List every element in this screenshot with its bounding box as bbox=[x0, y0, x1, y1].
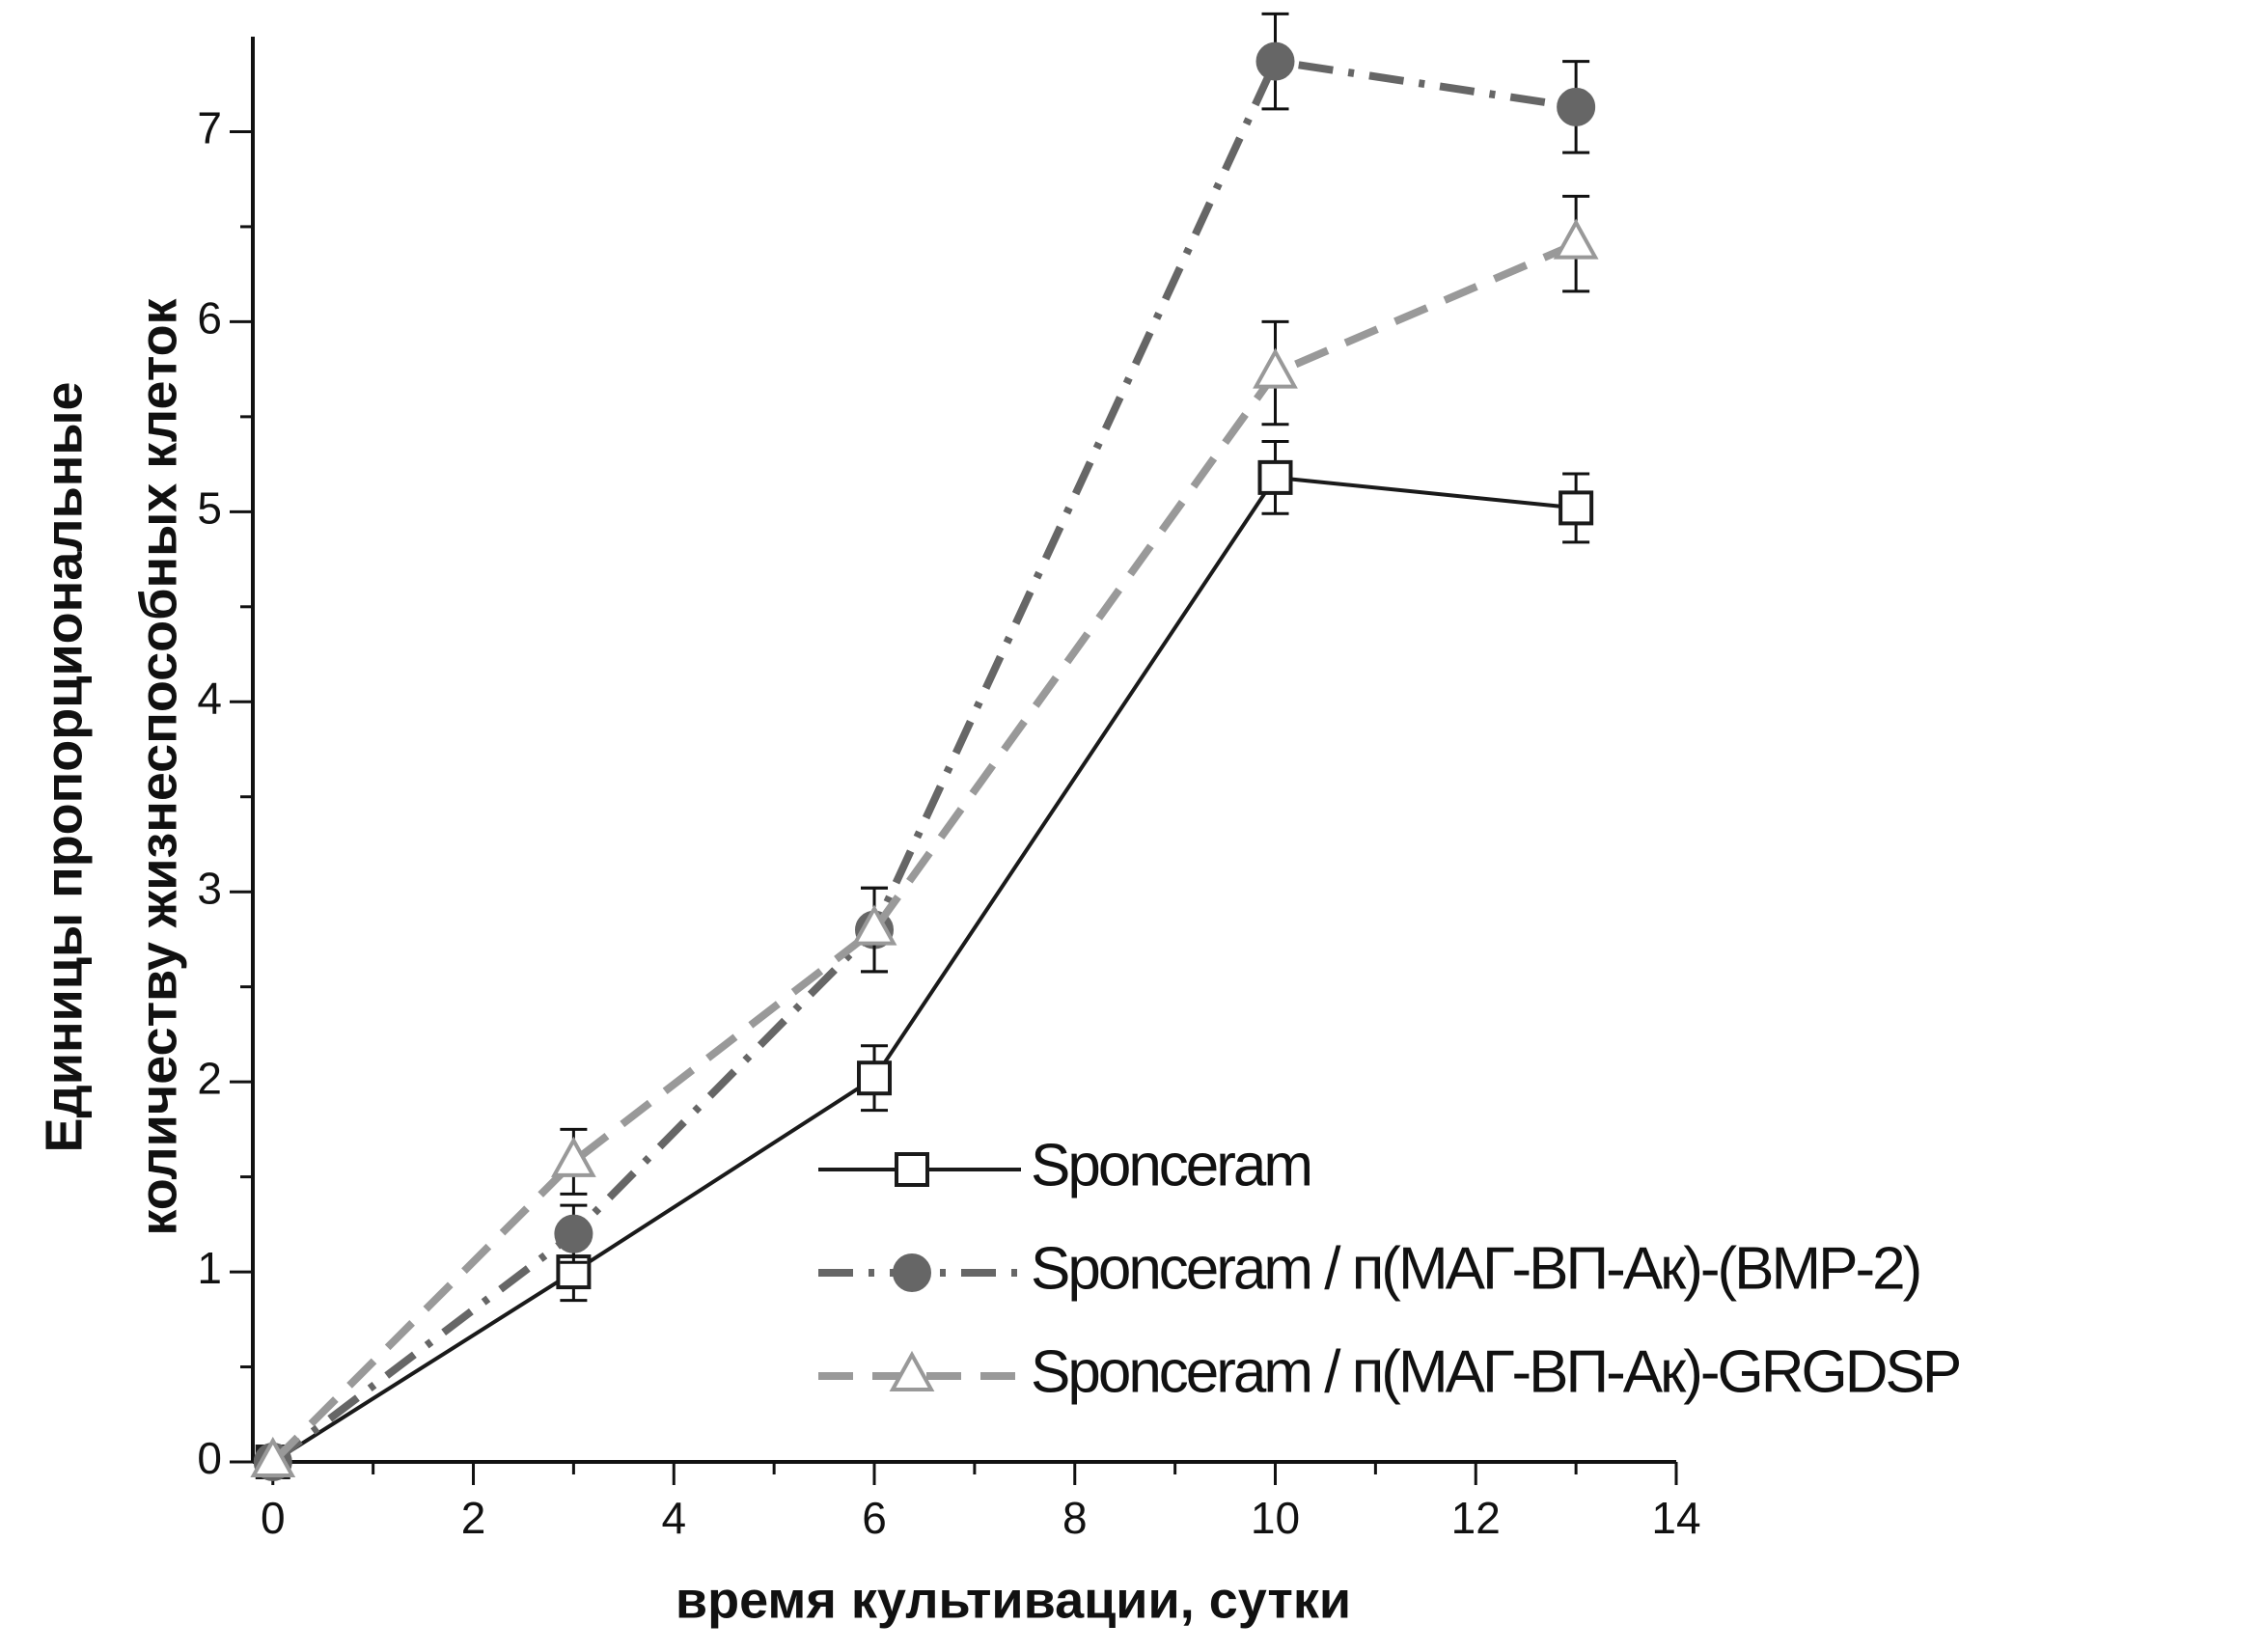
x-tick-label: 10 bbox=[1251, 1493, 1300, 1543]
y-axis-title: Единицы пропорциональные bbox=[35, 381, 93, 1152]
y-tick-label: 5 bbox=[197, 482, 222, 533]
x-tick-label: 14 bbox=[1651, 1493, 1700, 1543]
x-tick-label: 6 bbox=[862, 1493, 887, 1543]
data-point bbox=[851, 904, 897, 946]
y-tick-label: 0 bbox=[197, 1433, 222, 1483]
series-line bbox=[269, 239, 1578, 1465]
legend-label: Sponceram / п(МАГ-ВП-Ак)-(BMP-2) bbox=[1031, 1235, 1919, 1302]
x-tick-label: 4 bbox=[661, 1493, 686, 1543]
y-axis-title: количеству жизнеспособных клеток bbox=[129, 297, 187, 1235]
y-tick-label: 2 bbox=[197, 1053, 222, 1103]
data-point bbox=[554, 1214, 593, 1253]
y-tick-label: 6 bbox=[197, 293, 222, 344]
data-point bbox=[1559, 490, 1594, 526]
data-point bbox=[1255, 41, 1295, 81]
legend-label: Sponceram bbox=[1031, 1132, 1310, 1198]
legend-label: Sponceram / п(МАГ-ВП-Ак)-GRGDSP bbox=[1031, 1338, 1960, 1405]
x-tick-label: 0 bbox=[261, 1493, 286, 1543]
data-point bbox=[1557, 87, 1596, 126]
data-point bbox=[1257, 459, 1293, 495]
x-tick-label: 8 bbox=[1062, 1493, 1088, 1543]
data-point bbox=[857, 1060, 893, 1096]
x-tick-label: 12 bbox=[1451, 1493, 1501, 1543]
data-point bbox=[1253, 347, 1298, 389]
y-tick-label: 7 bbox=[197, 103, 222, 153]
x-axis-title: время культивации, сутки bbox=[676, 1571, 1351, 1629]
legend-marker bbox=[893, 1253, 931, 1292]
data-point bbox=[550, 1136, 596, 1177]
y-tick-label: 4 bbox=[197, 673, 222, 723]
y-tick-label: 3 bbox=[197, 863, 222, 913]
legend-marker bbox=[895, 1152, 929, 1187]
data-point bbox=[250, 1436, 296, 1477]
data-point bbox=[1553, 218, 1599, 260]
legend-marker bbox=[889, 1350, 935, 1391]
y-tick-label: 1 bbox=[197, 1243, 222, 1293]
x-tick-label: 2 bbox=[461, 1493, 486, 1543]
